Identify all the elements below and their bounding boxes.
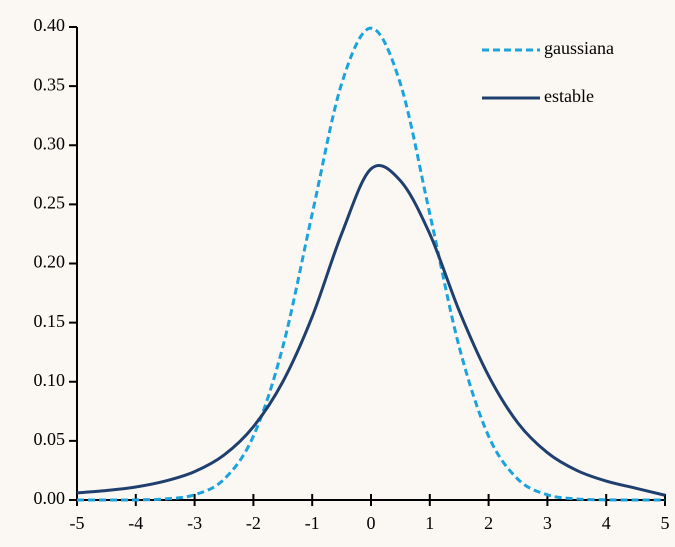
x-tick-label: -2 bbox=[246, 513, 261, 533]
x-tick-label: 0 bbox=[367, 513, 376, 533]
y-tick-label: 0.10 bbox=[34, 370, 66, 390]
x-tick-label: 2 bbox=[484, 513, 493, 533]
y-tick-label: 0.30 bbox=[34, 133, 66, 153]
x-tick-label: -1 bbox=[305, 513, 320, 533]
y-tick-label: 0.20 bbox=[34, 252, 66, 272]
x-tick-label: 1 bbox=[425, 513, 434, 533]
series-line bbox=[76, 163, 666, 497]
x-tick-label: -4 bbox=[128, 513, 143, 533]
x-tick-label: 4 bbox=[602, 513, 611, 533]
series-line bbox=[76, 26, 666, 502]
y-tick-label: 0.15 bbox=[34, 311, 66, 331]
legend-label: gaussiana bbox=[544, 38, 614, 58]
y-tick-label: 0.25 bbox=[34, 193, 66, 213]
y-tick-label: 0.05 bbox=[34, 429, 66, 449]
y-tick-label: 0.35 bbox=[34, 74, 66, 94]
y-tick-label: 0.00 bbox=[34, 488, 66, 508]
y-tick-label: 0.40 bbox=[34, 15, 66, 35]
legend-label: estable bbox=[544, 86, 594, 106]
x-tick-label: -3 bbox=[187, 513, 202, 533]
x-tick-label: -5 bbox=[70, 513, 85, 533]
x-tick-label: 5 bbox=[661, 513, 670, 533]
x-tick-label: 3 bbox=[543, 513, 552, 533]
